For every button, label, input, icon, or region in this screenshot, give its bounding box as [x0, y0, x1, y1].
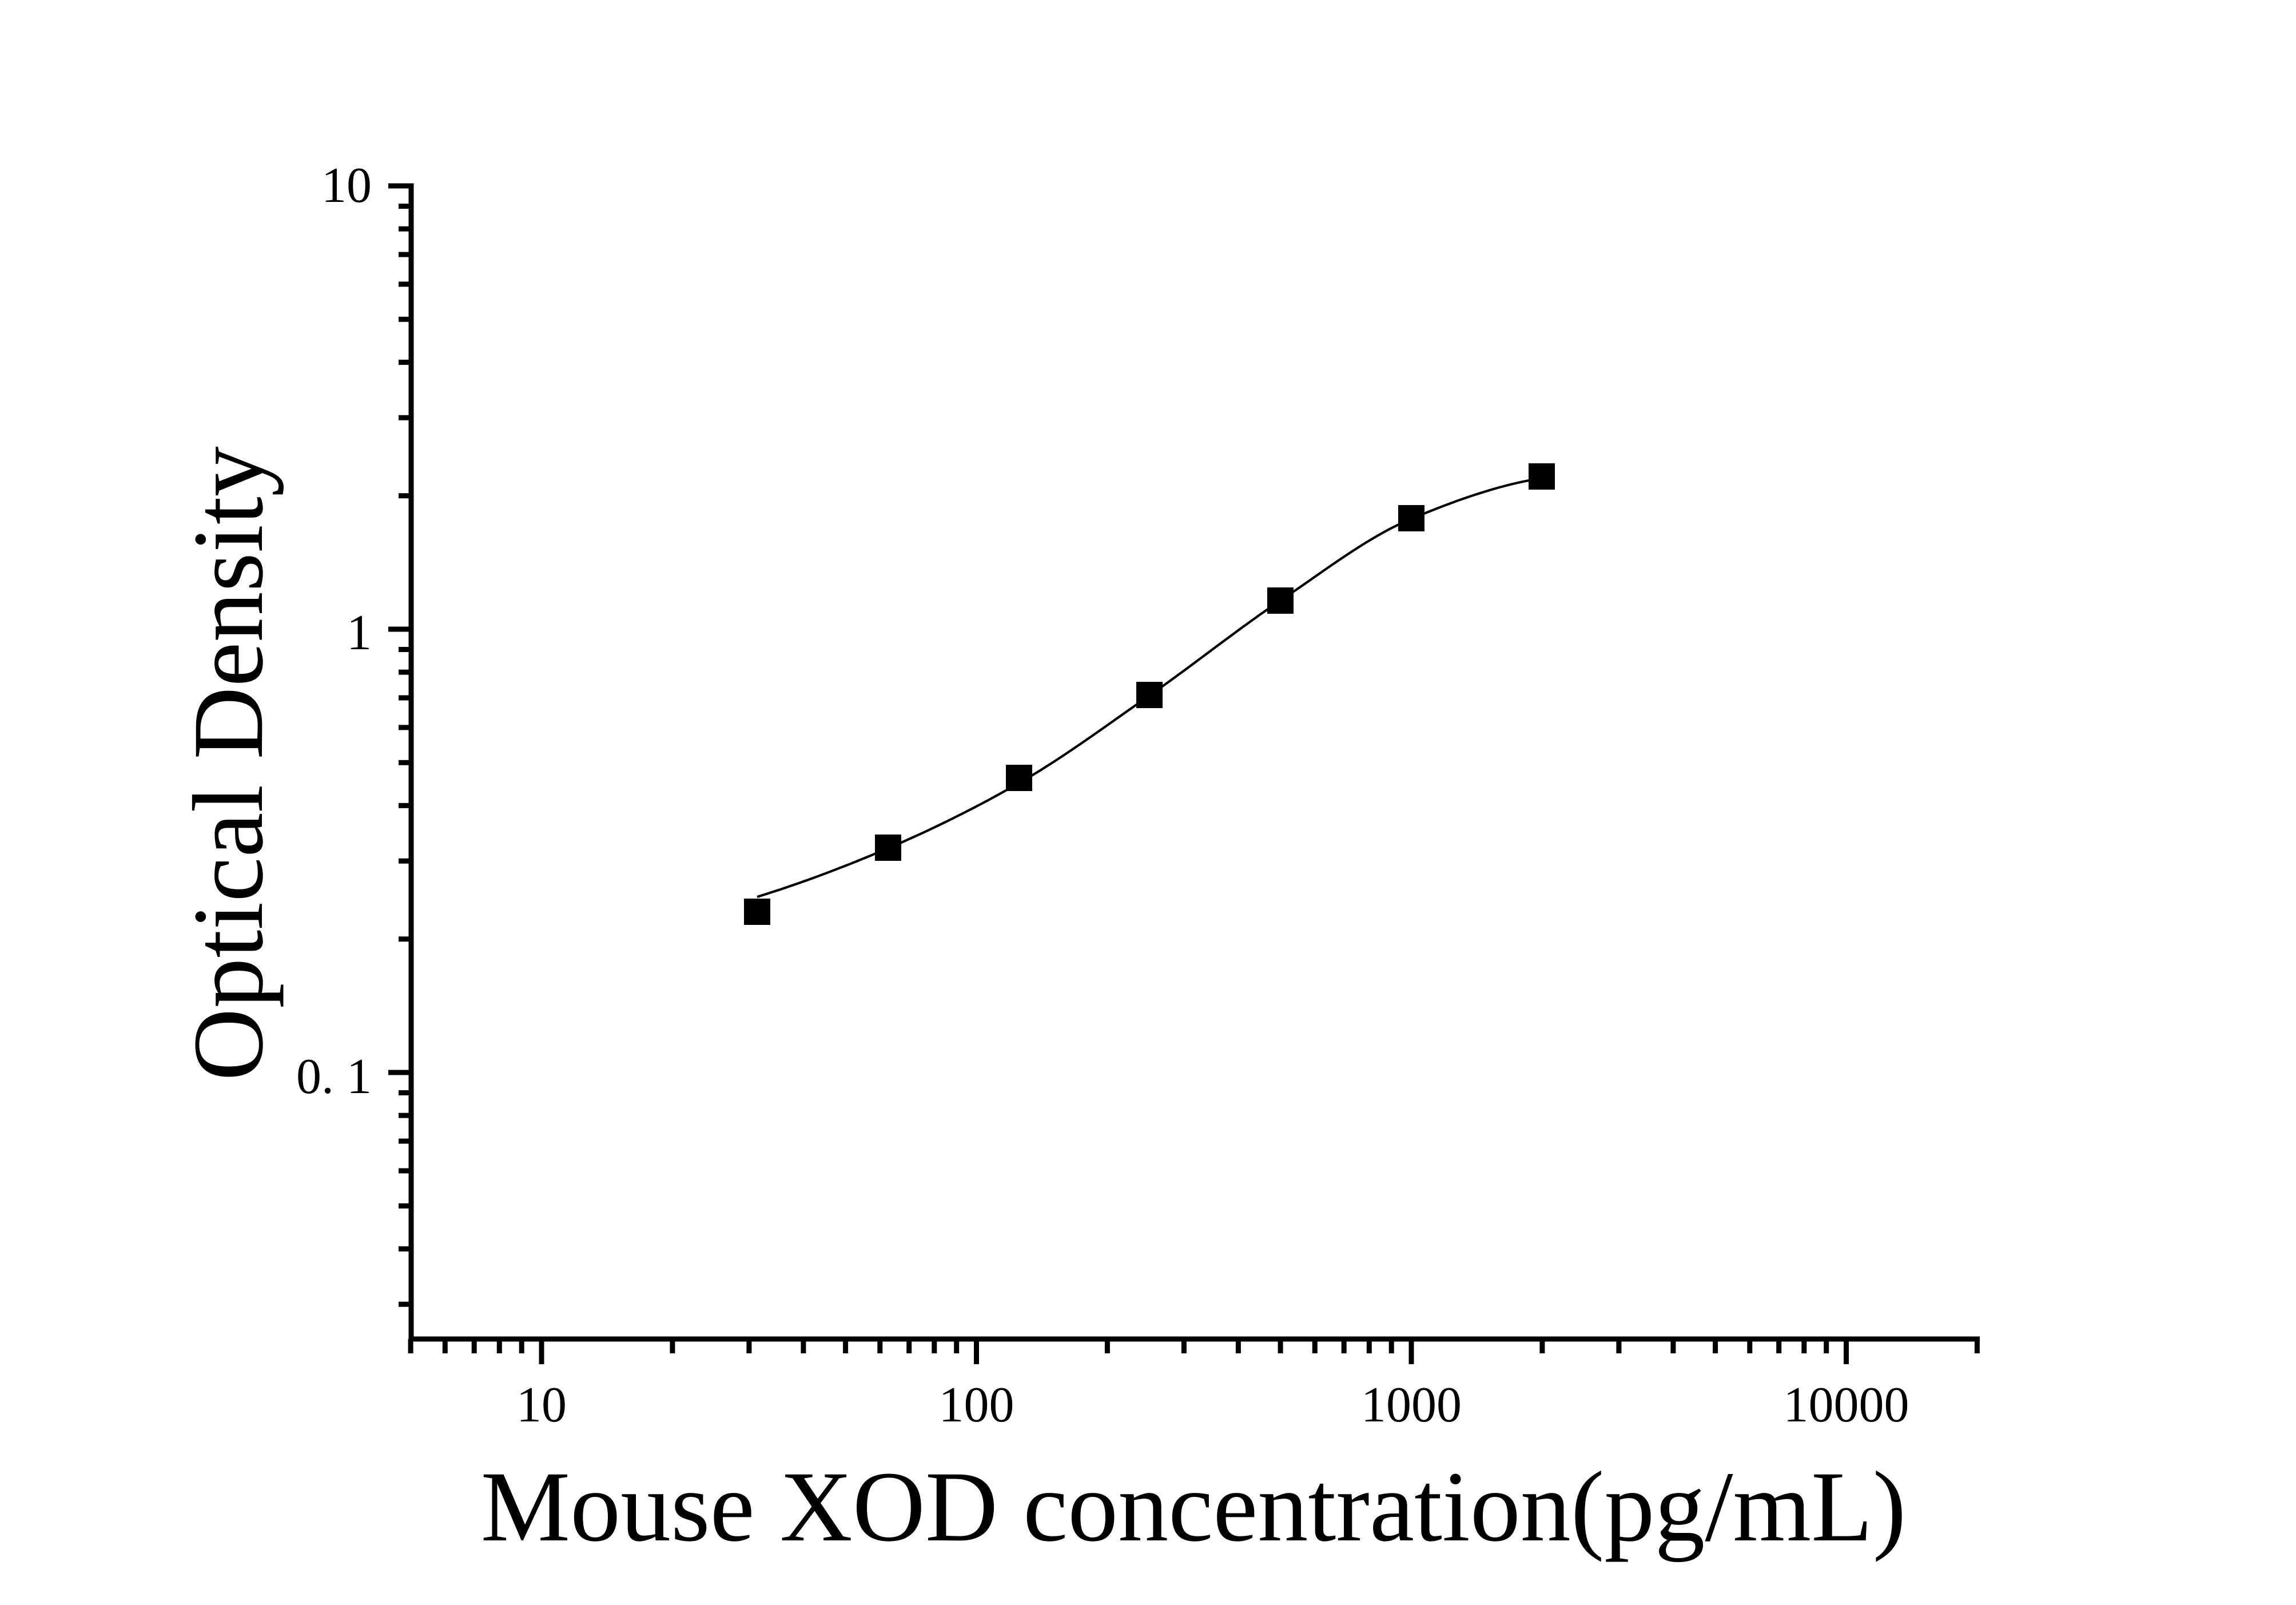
svg-text:Optical Density: Optical Density: [173, 446, 284, 1081]
svg-text:Mouse XOD concentration(pg/mL): Mouse XOD concentration(pg/mL): [481, 1451, 1907, 1563]
svg-text:100: 100: [939, 1377, 1014, 1433]
svg-text:0. 1: 0. 1: [296, 1049, 372, 1105]
svg-text:1000: 1000: [1361, 1377, 1462, 1433]
svg-text:1: 1: [347, 605, 372, 661]
svg-text:10: 10: [516, 1377, 567, 1433]
svg-text:10000: 10000: [1784, 1377, 1909, 1433]
svg-text:10: 10: [321, 158, 372, 213]
